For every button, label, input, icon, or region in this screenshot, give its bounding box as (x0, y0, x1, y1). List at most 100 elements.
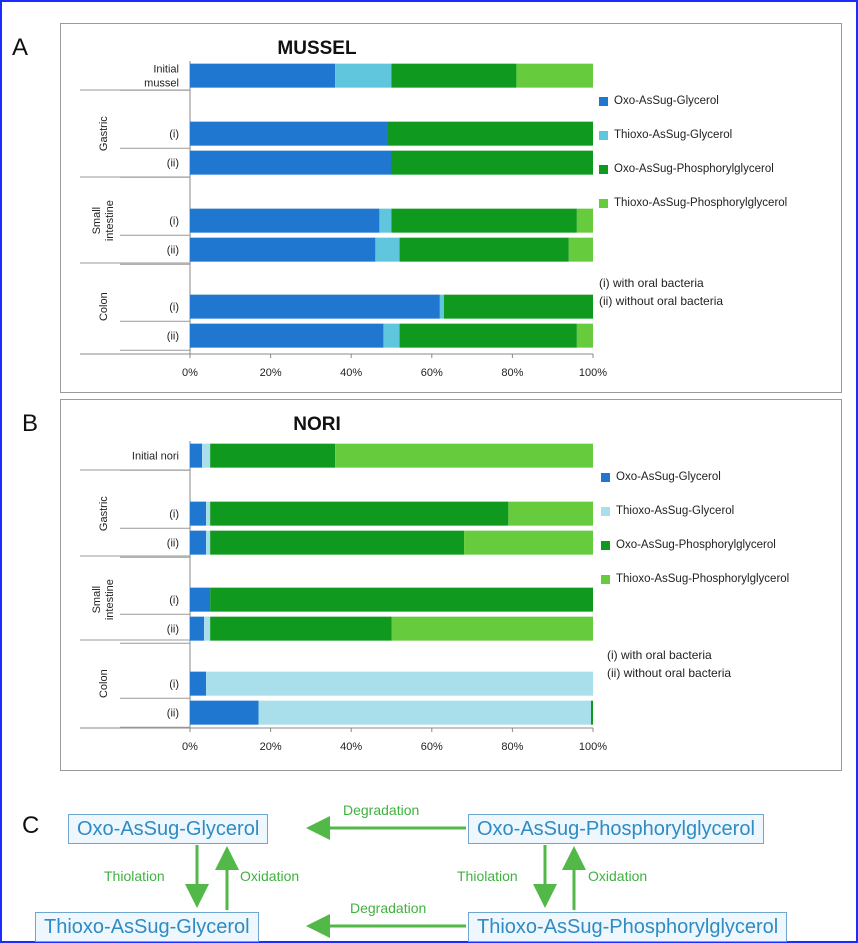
bar-colon-ii-oxo-assug-glycerol (190, 323, 384, 348)
bar-colon-i-thioxo-assug-glycerol (439, 294, 444, 319)
legend-label: Thioxo-AsSug-Phosphorylglycerol (614, 197, 788, 209)
legend-label: Thioxo-AsSug-Glycerol (614, 129, 733, 141)
bar-colon-ii-thioxo-assug-phosphorylglycerol (576, 323, 593, 348)
bar-small-intestine-i-oxo-assug-glycerol (190, 587, 211, 612)
box-thioxo-glycerol: Thioxo-AsSug-Glycerol (35, 912, 259, 942)
group-label-gastric: Gastric (98, 116, 110, 151)
box-thioxo-phosphorylglycerol: Thioxo-AsSug-Phosphorylglycerol (468, 912, 788, 942)
row-label-gastric-ii: (ii) (167, 538, 179, 550)
x-tick-label-60: 60% (421, 367, 443, 379)
bar-gastric-ii-oxo-assug-phosphorylglycerol (210, 530, 465, 555)
label-thiolation-left: Thiolation (104, 868, 165, 884)
legend-item-thioxo-assug-phosphorylglycerol: Thioxo-AsSug-Phosphorylglycerol (601, 570, 789, 588)
legend-item-thioxo-assug-glycerol: Thioxo-AsSug-Glycerol (599, 126, 787, 144)
legend-swatch (601, 574, 610, 584)
bar-small-intestine-ii-thioxo-assug-phosphorylglycerol (568, 237, 593, 262)
legend-item-thioxo-assug-glycerol: Thioxo-AsSug-Glycerol (601, 502, 789, 520)
bar-gastric-ii-oxo-assug-glycerol (190, 530, 207, 555)
panel-b: NORI Initial nori (i) (ii) (i) (ii) (i) (ii) Gas… (60, 399, 842, 771)
panel-letter-a: A (12, 34, 29, 61)
note-with-oral-bacteria: (i) with oral bacteria (607, 648, 712, 662)
label-degradation-top: Degradation (343, 802, 420, 818)
x-tick-label-40: 40% (340, 367, 362, 379)
chart-title: MUSSEL (277, 38, 357, 59)
bar-gastric-i-oxo-assug-phosphorylglycerol (387, 121, 593, 146)
bar-gastric-ii-thioxo-assug-glycerol (206, 530, 211, 555)
row-label-small-intestine-i: (i) (169, 595, 179, 607)
legend-swatch (601, 506, 610, 516)
x-tick-label-0: 0% (182, 367, 198, 379)
box-oxo-glycerol: Oxo-AsSug-Glycerol (68, 814, 269, 844)
legend-item-oxo-assug-phosphorylglycerol: Oxo-AsSug-Phosphorylglycerol (599, 160, 787, 178)
bar-colon-i-thioxo-assug-glycerol (206, 671, 593, 696)
bar-initial-mussel-thioxo-assug-phosphorylglycerol (516, 63, 593, 88)
row-label-gastric-ii: (ii) (167, 158, 179, 170)
row-label-initial-nori: Initial nori (132, 451, 179, 463)
row-label-gastric-i: (i) (169, 509, 179, 521)
label-oxidation-right: Oxidation (588, 868, 648, 884)
legend-item-thioxo-assug-phosphorylglycerol: Thioxo-AsSug-Phosphorylglycerol (599, 194, 787, 212)
x-tick-label-100: 100% (579, 741, 607, 753)
bar-initial-nori-oxo-assug-glycerol (190, 443, 203, 468)
row-label-colon-i: (i) (169, 679, 179, 691)
group-label-gastric: Gastric (98, 496, 110, 531)
bar-small-intestine-ii-thioxo-assug-glycerol (204, 616, 211, 641)
bar-initial-mussel-thioxo-assug-glycerol (335, 63, 392, 88)
legend-swatch (599, 164, 608, 174)
bar-initial-mussel-oxo-assug-phosphorylglycerol (391, 63, 517, 88)
bar-small-intestine-ii-oxo-assug-glycerol (190, 616, 205, 641)
bar-gastric-ii-oxo-assug-phosphorylglycerol (391, 150, 593, 175)
group-label-small-intestine: Smallintestine (91, 579, 116, 620)
bar-initial-nori-thioxo-assug-phosphorylglycerol (335, 443, 593, 468)
row-label-initial-mussel: Initial mussel (144, 64, 179, 90)
bar-small-intestine-ii-thioxo-assug-glycerol (375, 237, 400, 262)
x-tick-label-40: 40% (340, 741, 362, 753)
legend-label: Thioxo-AsSug-Phosphorylglycerol (616, 573, 790, 585)
legend-swatch (601, 472, 610, 482)
row-label-small-intestine-ii: (ii) (167, 624, 179, 636)
legend-label: Thioxo-AsSug-Glycerol (616, 505, 735, 517)
mussel-chart: MUSSEL Initial mussel (i) (ii) (i) (ii) (i) (ii)… (80, 38, 607, 379)
bar-colon-i-oxo-assug-phosphorylglycerol (443, 294, 593, 319)
x-tick-label-0: 0% (182, 741, 198, 753)
mussel-notes: (i) with oral bacteria (ii) without oral… (599, 274, 723, 310)
legend-swatch (599, 130, 608, 140)
nori-legend: Oxo-AsSug-Glycerol Thioxo-AsSug-Glycerol O… (601, 468, 789, 604)
panel-a: MUSSEL Initial mussel (i) (ii) (i) (ii) (i) (ii)… (60, 23, 842, 393)
row-label-colon-i: (i) (169, 302, 179, 314)
note-with-oral-bacteria: (i) with oral bacteria (599, 276, 704, 290)
row-label-small-intestine-ii: (ii) (167, 245, 179, 257)
bar-small-intestine-i-oxo-assug-glycerol (190, 208, 380, 233)
panel-letter-b: B (22, 410, 39, 437)
bar-gastric-i-thioxo-assug-glycerol (206, 501, 211, 526)
note-without-oral-bacteria: (ii) without oral bacteria (599, 294, 724, 308)
legend-item-oxo-assug-glycerol: Oxo-AsSug-Glycerol (599, 92, 787, 110)
bar-colon-i-oxo-assug-glycerol (190, 294, 440, 319)
bar-small-intestine-ii-oxo-assug-glycerol (190, 237, 376, 262)
bar-small-intestine-i-thioxo-assug-glycerol (379, 208, 392, 233)
bar-gastric-i-oxo-assug-glycerol (190, 501, 207, 526)
bar-small-intestine-i-thioxo-assug-phosphorylglycerol (576, 208, 593, 233)
bar-gastric-i-thioxo-assug-phosphorylglycerol (508, 501, 593, 526)
nori-chart: NORI Initial nori (i) (ii) (i) (ii) (i) (ii) Gas… (80, 414, 607, 753)
mussel-legend: Oxo-AsSug-Glycerol Thioxo-AsSug-Glycerol O… (599, 92, 787, 228)
row-label-colon-ii: (ii) (167, 331, 179, 343)
bar-small-intestine-ii-oxo-assug-phosphorylglycerol (210, 616, 392, 641)
legend-label: Oxo-AsSug-Glycerol (614, 95, 719, 107)
bar-small-intestine-i-oxo-assug-phosphorylglycerol (210, 587, 593, 612)
bar-initial-nori-oxo-assug-phosphorylglycerol (210, 443, 336, 468)
bar-colon-ii-oxo-assug-glycerol (190, 700, 259, 725)
group-label-colon: Colon (98, 669, 110, 698)
legend-swatch (599, 96, 608, 106)
group-label-colon: Colon (98, 292, 110, 321)
label-thiolation-right: Thiolation (457, 868, 518, 884)
bar-small-intestine-ii-thioxo-assug-phosphorylglycerol (391, 616, 593, 641)
legend-item-oxo-assug-phosphorylglycerol: Oxo-AsSug-Phosphorylglycerol (601, 536, 789, 554)
panel-letter-c: C (22, 812, 40, 839)
legend-label: Oxo-AsSug-Phosphorylglycerol (614, 163, 774, 175)
bar-gastric-ii-thioxo-assug-phosphorylglycerol (464, 530, 593, 555)
legend-label: Oxo-AsSug-Glycerol (616, 471, 721, 483)
row-label-gastric-i: (i) (169, 129, 179, 141)
note-without-oral-bacteria: (ii) without oral bacteria (607, 666, 732, 680)
